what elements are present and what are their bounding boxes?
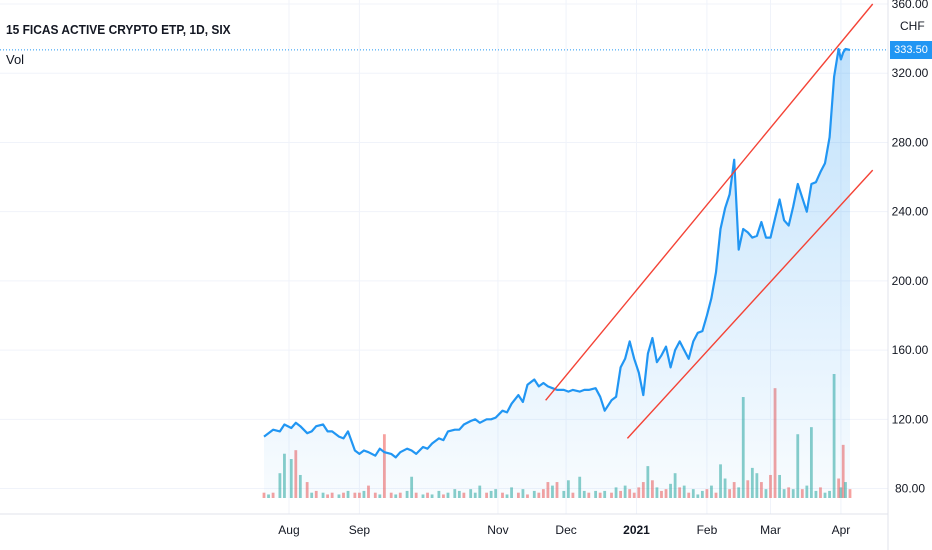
time-tick-label: 2021 xyxy=(623,523,650,537)
time-tick-label: Nov xyxy=(487,523,508,537)
time-tick-label: Feb xyxy=(697,523,718,537)
price-tick-label: 200.00 xyxy=(892,274,929,288)
time-axis[interactable]: Aug Sep Nov Dec 2021 Feb Mar Apr xyxy=(0,513,888,537)
symbol-title: 15 FICAS ACTIVE CRYPTO ETP, 1D, SIX xyxy=(6,22,231,37)
price-tick-label: 320.00 xyxy=(892,66,929,80)
price-tick-label: 360.00 xyxy=(892,0,929,11)
time-tick-label: Apr xyxy=(832,523,851,537)
price-axis[interactable]: 360.00 320.00 280.00 240.00 200.00 160.00 120.… xyxy=(887,0,929,550)
lower-channel-line xyxy=(626,169,874,439)
price-tick-label: 240.00 xyxy=(892,205,929,219)
price-tick-label: 80.00 xyxy=(895,482,925,496)
upper-channel-line xyxy=(545,3,874,401)
time-tick-label: Mar xyxy=(760,523,781,537)
price-tick-label: 280.00 xyxy=(892,135,929,149)
time-tick-label: Aug xyxy=(278,523,299,537)
trend-lines[interactable] xyxy=(545,3,874,439)
volume-label: Vol xyxy=(6,52,25,67)
price-tick-label: 120.00 xyxy=(892,412,929,426)
price-line xyxy=(263,47,851,459)
currency-label: CHF xyxy=(900,19,925,33)
price-tick-label: 160.00 xyxy=(892,343,929,357)
time-tick-label: Dec xyxy=(555,523,576,537)
price-area-fill xyxy=(264,49,850,498)
last-price-tag: 333.50 xyxy=(890,40,932,59)
time-tick-label: Sep xyxy=(349,523,371,537)
